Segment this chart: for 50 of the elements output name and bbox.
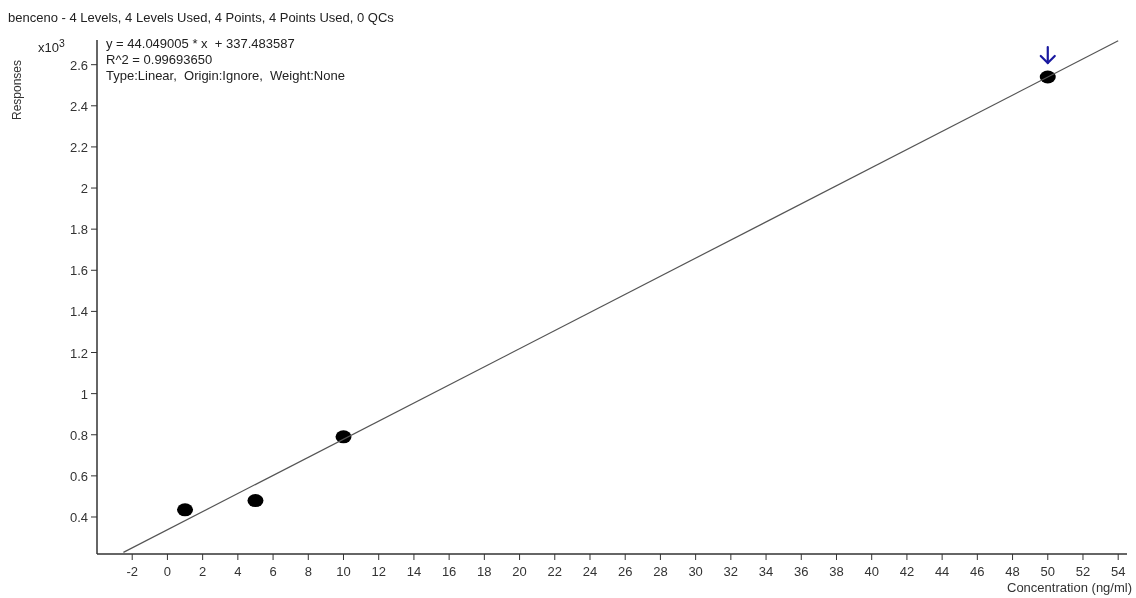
x-tick-label: 46 [970,564,985,579]
text: x10$^{3}$ [38,37,65,55]
x-tick-label: 30 [688,564,703,579]
x-tick-label: 14 [406,564,422,579]
x-tick-label: 48 [1005,564,1020,579]
y-tick-label: 1 [80,386,88,402]
x-tick-label: 52 [1075,564,1091,579]
y-tick-label: 0.4 [69,509,88,525]
y-tick-label: 1.4 [69,304,88,320]
x-tick-label: 50 [1040,564,1055,579]
x-tick-label: 22 [547,564,563,579]
y-axis-title: Responses [10,59,24,120]
x-tick-label: 20 [512,564,527,579]
x-tick-label: 2 [199,564,207,579]
y-tick-label: 0.8 [69,427,88,443]
y-tick-label: 1.2 [69,345,88,361]
x-tick-label: 4 [234,564,242,579]
y-tick-label: 0.6 [69,468,88,484]
x-tick-label: 26 [617,564,633,579]
x-tick-label: 10 [336,564,351,579]
annotation: Type:Linear, Origin:Ignore, Weight:None [106,68,345,83]
x-tick-label: 24 [582,564,598,579]
y-tick-label: 2.6 [69,57,88,73]
y-tick-label: 1.8 [69,222,88,238]
x-tick-label: 0 [163,564,172,579]
x-tick-label: 40 [864,564,879,579]
x-tick-label: 34 [758,564,774,579]
x-tick-label: 18 [477,564,492,579]
x-axis-title: Concentration (ng/ml) [1007,580,1132,595]
chart-title: benceno - 4 Levels, 4 Levels Used, 4 Points, 4 Points Used, 0 QCs [8,10,395,25]
x-tick-label: 44 [934,564,950,579]
y-tick-label: 2 [80,181,88,197]
annotation: y = 44.049005 * x + 337.483587 [106,36,295,51]
x-tick-label: 28 [653,564,668,579]
x-tick-label: 12 [371,564,386,579]
x-tick-label: 8 [304,564,312,579]
y-tick-label: 2.2 [69,139,88,155]
point [247,494,264,508]
y-tick-label: 1.6 [69,263,88,279]
x-tick-label: 42 [899,564,915,579]
x-tick-label: 16 [441,564,457,579]
point [177,503,194,517]
x-tick-label: 36 [794,564,809,579]
x-tick-label: 32 [723,564,739,579]
y-tick-label: 2.4 [69,98,88,114]
x-tick-label: -2 [126,564,138,579]
x-tick-label: 38 [829,564,844,579]
x-tick-label: 54 [1110,564,1126,579]
annotation: R^2 = 0.99693650 [106,52,213,67]
x-tick-label: 6 [269,564,277,579]
